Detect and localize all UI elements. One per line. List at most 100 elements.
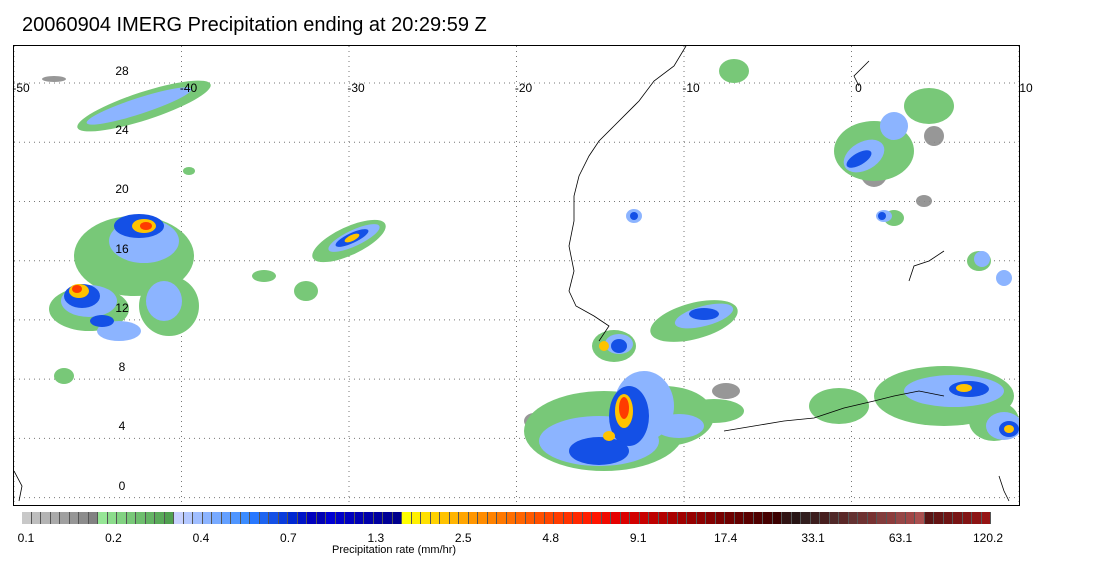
colorbar-swatch (763, 512, 773, 524)
colorbar-swatch (829, 512, 839, 524)
colorbar-swatch (630, 512, 640, 524)
colorbar-swatch (972, 512, 982, 524)
lon-tick-label: -30 (347, 81, 365, 95)
lat-tick-label: 4 (118, 419, 126, 434)
colorbar-swatch (31, 512, 41, 524)
colorbar-swatch (886, 512, 896, 524)
colorbar-swatch (335, 512, 345, 524)
colorbar-swatch (563, 512, 573, 524)
colorbar-swatch (554, 512, 564, 524)
colorbar-swatch (183, 512, 193, 524)
colorbar-swatch (478, 512, 488, 524)
colorbar-swatch (725, 512, 735, 524)
colorbar-swatch (22, 512, 32, 524)
colorbar-swatch (544, 512, 554, 524)
map-canvas (14, 46, 1019, 505)
colorbar-swatch (307, 512, 317, 524)
colorbar-swatch (79, 512, 89, 524)
colorbar-swatch (497, 512, 507, 524)
colorbar-tick-label: 0.7 (280, 531, 297, 545)
colorbar-tick-label: 17.4 (713, 531, 738, 545)
coastline (14, 46, 1010, 502)
colorbar-swatch (231, 512, 241, 524)
colorbar-tick-label: 9.1 (629, 531, 647, 545)
lat-tick-label: 28 (115, 64, 129, 79)
colorbar-swatch (934, 512, 944, 524)
colorbar-swatch (981, 512, 991, 524)
colorbar-swatch (88, 512, 98, 524)
colorbar-swatch (383, 512, 393, 524)
colorbar-swatch (468, 512, 478, 524)
colorbar-swatch (392, 512, 402, 524)
colorbar-swatch (687, 512, 697, 524)
colorbar-swatch (810, 512, 820, 524)
colorbar-swatch (924, 512, 934, 524)
colorbar-swatch (345, 512, 355, 524)
colorbar-swatch (373, 512, 383, 524)
lon-tick-label: -50 (12, 81, 30, 95)
colorbar-swatch (620, 512, 630, 524)
lat-tick-label: 24 (115, 123, 129, 138)
colorbar-swatch (706, 512, 716, 524)
colorbar-swatch (202, 512, 212, 524)
colorbar-swatch (677, 512, 687, 524)
colorbar-tick-label: 4.8 (542, 531, 560, 545)
colorbar-swatch (155, 512, 165, 524)
map-title: 20060904 IMERG Precipitation ending at 2… (22, 14, 487, 36)
colorbar-swatch (848, 512, 858, 524)
lon-tick-label: -20 (514, 81, 533, 95)
colorbar-swatch (896, 512, 906, 524)
colorbar-swatch (402, 512, 412, 524)
lat-tick-label: 8 (118, 360, 126, 375)
lat-tick-label: 16 (115, 241, 129, 256)
colorbar-swatch (791, 512, 801, 524)
colorbar-swatch (877, 512, 887, 524)
colorbar-swatch (734, 512, 744, 524)
lon-tick-label: -10 (682, 81, 700, 95)
colorbar-swatch (269, 512, 279, 524)
colorbar-swatch (905, 512, 915, 524)
colorbar-swatch (145, 512, 155, 524)
colorbar-swatch (639, 512, 649, 524)
colorbar-swatch (915, 512, 925, 524)
colorbar-swatch (278, 512, 288, 524)
colorbar-swatch (316, 512, 326, 524)
colorbar-swatch (69, 512, 79, 524)
colorbar-swatch (601, 512, 611, 524)
colorbar-swatch (41, 512, 51, 524)
colorbar-swatch (364, 512, 374, 524)
colorbar-swatch (430, 512, 440, 524)
colorbar-swatch (525, 512, 535, 524)
colorbar-swatch (107, 512, 117, 524)
colorbar-swatch (50, 512, 60, 524)
colorbar-swatch (744, 512, 754, 524)
lon-tick-label: 10 (1019, 81, 1033, 95)
colorbar-swatch (858, 512, 868, 524)
colorbar-swatch (573, 512, 583, 524)
colorbar-label: Precipitation rate (mm/hr) (332, 544, 457, 556)
colorbar-tick-label: 0.1 (17, 531, 35, 545)
colorbar-swatch (174, 512, 184, 524)
colorbar-tick-label: 0.2 (105, 531, 122, 545)
colorbar-swatch (516, 512, 526, 524)
colorbar-tick-label: 63.1 (888, 531, 913, 545)
colorbar-swatch (696, 512, 706, 524)
colorbar-swatch (649, 512, 659, 524)
colorbar-swatch (867, 512, 877, 524)
colorbar-tick-label: 0.4 (192, 531, 210, 545)
colorbar-swatch (535, 512, 545, 524)
colorbar-swatch (259, 512, 269, 524)
colorbar-tick-label: 120.2 (972, 531, 1004, 545)
colorbar-swatch (772, 512, 782, 524)
colorbar-swatch (440, 512, 450, 524)
lon-tick-label: 0 (855, 81, 862, 95)
colorbar-tick-label: 2.5 (454, 531, 472, 545)
colorbar-swatch (421, 512, 431, 524)
colorbar-swatch (592, 512, 602, 524)
colorbar-swatch (753, 512, 763, 524)
colorbar-swatch (212, 512, 222, 524)
colorbar-swatch (459, 512, 469, 524)
colorbar-swatch (60, 512, 70, 524)
colorbar-swatch (953, 512, 963, 524)
colorbar-swatch (668, 512, 678, 524)
